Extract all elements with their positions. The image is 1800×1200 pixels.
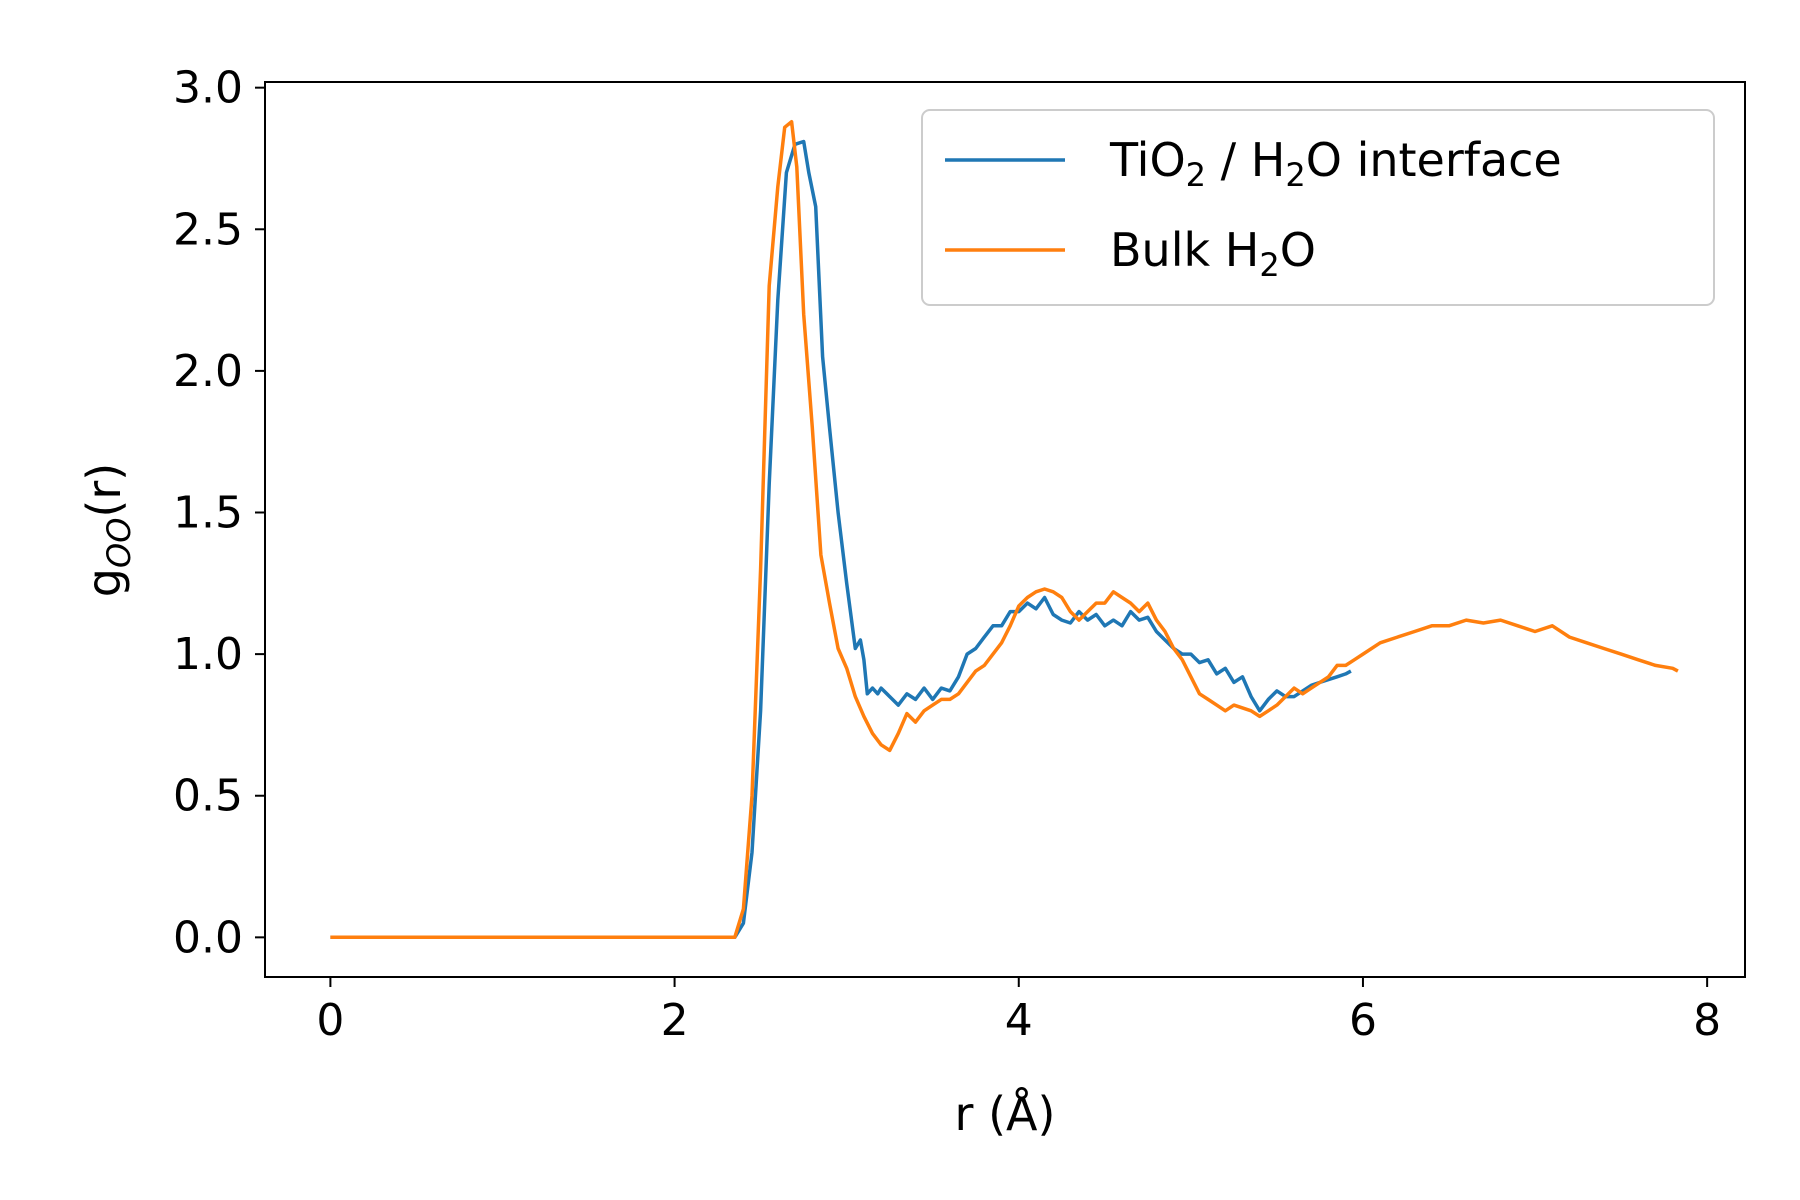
legend-subscript: 2 [1186,156,1206,194]
y-axis-ticks: 0.0 0.5 1.0 1.5 2.0 2.5 3.0 [173,63,265,963]
plot-frame [264,81,1746,978]
legend-subscript: 2 [1285,156,1305,194]
y-tick-label: 2.5 [173,204,243,255]
y-tick-label: 0.0 [173,912,243,963]
plot-area: 0 2 4 6 8 0.0 0.5 1.0 1.5 2.0 2.5 3.0 [173,63,1746,1046]
y-tick-label: 1.0 [173,629,243,680]
series-line-1 [330,139,1352,940]
legend-label-1: TiO2 / H2O interface [1109,133,1562,194]
legend-box [921,109,1715,306]
legend-text-part: TiO [1109,133,1186,187]
y-axis-label: gOO(r) [77,463,138,597]
y-tick-label: 0.5 [173,771,243,822]
y-tick-label: 3.0 [173,63,243,114]
series-line-2 [330,119,1679,940]
x-tick-label: 8 [1693,995,1721,1046]
x-tick-label: 2 [661,995,689,1046]
legend-text-part: O interface [1306,133,1562,187]
y-tick-label: 2.0 [173,346,243,397]
y-axis-label-main: g [77,568,131,597]
legend-text-part: / H [1206,133,1285,187]
y-tick-label: 1.5 [173,488,243,539]
x-tick-label: 4 [1005,995,1033,1046]
x-axis-ticks: 0 2 4 6 8 [316,977,1721,1046]
x-tick-label: 6 [1349,995,1377,1046]
x-tick-label: 0 [316,995,344,1046]
legend-subscript: 2 [1259,246,1279,284]
legend-label-2: Bulk H2O [1110,223,1316,284]
legend-text-part: O [1280,223,1316,277]
y-axis-label-subscript: OO [100,518,138,568]
y-axis-label-tail: (r) [77,463,131,518]
x-axis-label: r (Å) [955,1087,1056,1141]
series-layer [330,119,1679,940]
legend-text-part: Bulk H [1110,223,1259,277]
